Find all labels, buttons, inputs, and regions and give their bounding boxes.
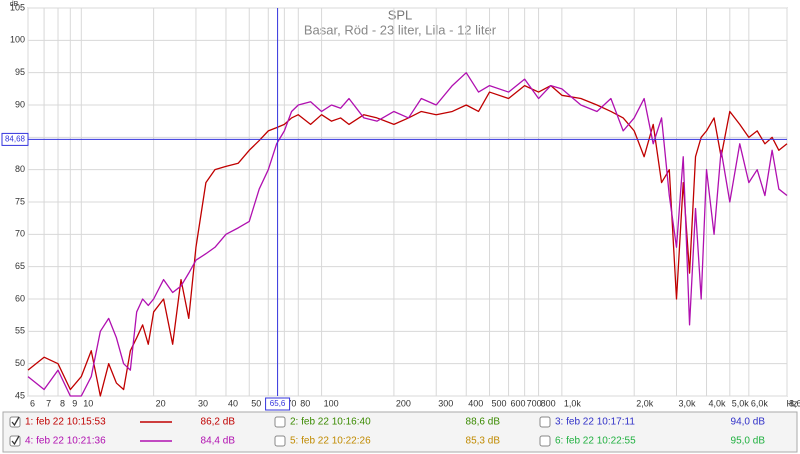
legend-checkbox[interactable] — [274, 416, 286, 428]
x-tick-label: 400 — [468, 398, 483, 408]
x-tick-label: 600 — [511, 398, 526, 408]
legend-readout: 84,4 dB — [201, 436, 236, 447]
y-tick-label: 75 — [15, 196, 25, 206]
x-tick-label: 9 — [72, 398, 77, 408]
chart-title: SPL — [388, 7, 413, 22]
cursor-x-label: 65,6 — [270, 399, 286, 408]
x-tick-label: 10 — [83, 398, 93, 408]
legend-readout: 94,0 dB — [731, 417, 766, 428]
legend-panel — [2, 411, 798, 453]
y-tick-label: 65 — [15, 261, 25, 271]
x-tick-label: 30 — [198, 398, 208, 408]
x-tick-label: 6,0k — [751, 398, 769, 408]
legend-checkbox[interactable] — [274, 435, 286, 447]
y-tick-label: 50 — [15, 358, 25, 368]
legend-readout: 85,3 dB — [466, 436, 501, 447]
x-tick-label: 8 — [60, 398, 65, 408]
legend-readout: 88,6 dB — [466, 417, 501, 428]
checkmark — [11, 416, 20, 427]
x-tick-label: 6 — [30, 398, 35, 408]
x-tick-label: 200 — [396, 398, 411, 408]
y-tick-label: 90 — [15, 99, 25, 109]
y-tick-label: 70 — [15, 229, 25, 239]
legend-name: 6: feb 22 10:22:55 — [555, 436, 636, 447]
response-curve — [27, 84, 788, 397]
x-tick-label: 800 — [541, 398, 556, 408]
checkmark — [11, 435, 20, 446]
y-tick-label: 60 — [15, 293, 25, 303]
legend-name: 5: feb 22 10:22:26 — [290, 436, 371, 447]
cursor-y-label: 84,68 — [5, 135, 26, 144]
y-tick-label: 45 — [15, 390, 25, 400]
x-tick-label: 20 — [156, 398, 166, 408]
x-tick-label: 70 — [286, 398, 296, 408]
y-tick-label: 105 — [10, 2, 25, 12]
x-unit: Hz — [787, 398, 798, 408]
cursor-x-box — [265, 397, 291, 411]
legend-name: 1: feb 22 10:15:53 — [25, 417, 106, 428]
legend-name: 4: feb 22 10:21:36 — [25, 436, 106, 447]
legend-readout: 86,2 dB — [201, 417, 236, 428]
chart-subtitle: Basar, Röd - 23 liter, Lila - 12 liter — [304, 22, 497, 37]
x-tick-label: 300 — [438, 398, 453, 408]
legend-checkbox[interactable] — [539, 416, 551, 428]
x-tick-label: 3,0k — [678, 398, 696, 408]
x-tick-label: 50 — [251, 398, 261, 408]
x-tick-label: 2,0k — [636, 398, 654, 408]
x-tick-label: 80 — [300, 398, 310, 408]
x-tick-label: 40 — [228, 398, 238, 408]
legend-checkbox[interactable] — [539, 435, 551, 447]
x-tick-label: 4,0k — [709, 398, 727, 408]
x-tick-label: 700 — [527, 398, 542, 408]
response-curve — [27, 72, 788, 397]
legend-name: 2: feb 22 10:16:40 — [290, 417, 371, 428]
x-tick-label: 100 — [324, 398, 339, 408]
x-tick-label: 8,65k — [789, 398, 800, 408]
x-tick-label: 1,0k — [564, 398, 582, 408]
y-tick-label: 55 — [15, 326, 25, 336]
legend-readout: 95,0 dB — [731, 436, 766, 447]
x-tick-label: 500 — [492, 398, 507, 408]
x-tick-label: 5,0k — [732, 398, 750, 408]
y-tick-label: 80 — [15, 164, 25, 174]
cursor-y-box — [1, 132, 29, 146]
y-tick-label: 100 — [10, 35, 25, 45]
x-tick-label: 7 — [46, 398, 51, 408]
legend-name: 3: feb 22 10:17:11 — [555, 417, 635, 428]
y-tick-label: 95 — [15, 67, 25, 77]
y-unit: dB — [10, 1, 19, 8]
